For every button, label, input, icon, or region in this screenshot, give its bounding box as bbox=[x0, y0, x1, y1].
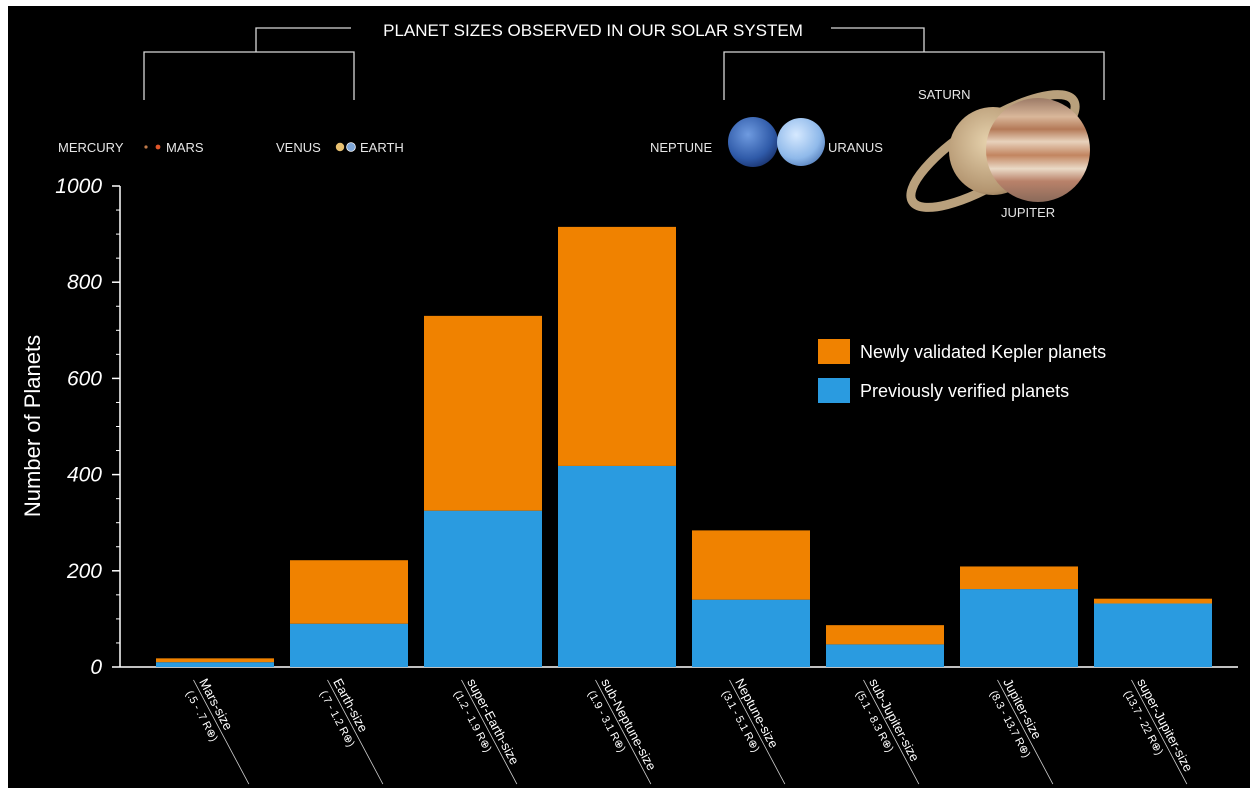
mars-label: MARS bbox=[166, 140, 204, 155]
x-category-label-group: Neptune-size(3.1 - 5.1 R⊕) bbox=[719, 676, 786, 785]
x-category-underline bbox=[997, 679, 1054, 785]
x-category-label-group: sub-Neptune-size(1.9 - 3.1 R⊕) bbox=[585, 676, 659, 785]
x-category-underline bbox=[1131, 679, 1188, 785]
chart-canvas: PLANET SIZES OBSERVED IN OUR SOLAR SYSTE… bbox=[8, 6, 1250, 788]
x-category-underline bbox=[595, 679, 652, 785]
venus-label: VENUS bbox=[276, 140, 321, 155]
bar-previously-verified bbox=[960, 589, 1078, 667]
bar-previously-verified bbox=[558, 465, 676, 667]
y-tick-label: 400 bbox=[67, 464, 102, 487]
y-ticks: 0 200 400 600 800 1000 bbox=[55, 175, 120, 679]
bar-previously-verified bbox=[1094, 603, 1212, 667]
legend-swatch-newly-validated bbox=[818, 339, 850, 364]
mars-icon bbox=[155, 144, 161, 150]
legend: Newly validated Kepler planets Previousl… bbox=[818, 339, 1106, 403]
y-tick-label: 0 bbox=[90, 656, 102, 679]
jupiter-label: JUPITER bbox=[1001, 205, 1055, 220]
uranus-icon bbox=[777, 118, 825, 166]
y-tick-label: 800 bbox=[67, 271, 102, 294]
bar-newly-validated bbox=[960, 566, 1078, 590]
mercury-icon bbox=[144, 145, 148, 149]
x-category-label-group: Mars-size(.5 - .7 R⊕) bbox=[183, 676, 250, 785]
bar-newly-validated bbox=[558, 226, 676, 466]
header-bracket bbox=[143, 27, 1105, 100]
earth-label: EARTH bbox=[360, 140, 404, 155]
bar-previously-verified bbox=[424, 510, 542, 667]
bars bbox=[156, 226, 1212, 667]
y-tick-label: 600 bbox=[67, 367, 102, 390]
earth-icon bbox=[346, 142, 356, 152]
uranus-label: URANUS bbox=[828, 140, 883, 155]
x-category-underline bbox=[461, 679, 518, 785]
x-category-label-group: super-Earth-size(1.2 - 1.9 R⊕) bbox=[451, 676, 522, 785]
x-category-underline bbox=[729, 679, 786, 785]
neptune-label: NEPTUNE bbox=[650, 140, 712, 155]
y-tick-label: 200 bbox=[66, 560, 102, 583]
saturn-label: SATURN bbox=[918, 87, 970, 102]
y-tick-label: 1000 bbox=[55, 175, 102, 198]
x-category-underline bbox=[863, 679, 920, 785]
jupiter-icon bbox=[986, 98, 1090, 202]
bar-previously-verified bbox=[290, 623, 408, 667]
neptune-icon bbox=[728, 117, 778, 167]
y-axis-label: Number of Planets bbox=[20, 335, 45, 517]
bar-previously-verified bbox=[156, 662, 274, 667]
bar-previously-verified bbox=[826, 644, 944, 667]
planet-size-chart: PLANET SIZES OBSERVED IN OUR SOLAR SYSTE… bbox=[20, 21, 1238, 785]
legend-newly-validated: Newly validated Kepler planets bbox=[860, 342, 1106, 362]
bar-newly-validated bbox=[156, 658, 274, 663]
x-category-label-group: sub-Jupiter-size(5.1 - 8.3 R⊕) bbox=[853, 676, 923, 785]
x-category-underline bbox=[193, 679, 250, 785]
bar-newly-validated bbox=[290, 560, 408, 624]
x-category-label-group: Jupiter-size(8.3 - 13.7 R⊕) bbox=[987, 676, 1054, 785]
bar-newly-validated bbox=[424, 315, 542, 511]
x-category-underline bbox=[327, 679, 384, 785]
x-category-label-group: super-Jupiter-size(13.7 - 22 R⊕) bbox=[1121, 676, 1196, 785]
x-category-label-group: Earth-size(.7 - 1.2 R⊕) bbox=[317, 676, 384, 785]
legend-swatch-previously-verified bbox=[818, 378, 850, 403]
mercury-label: MERCURY bbox=[58, 140, 124, 155]
header-title: PLANET SIZES OBSERVED IN OUR SOLAR SYSTE… bbox=[383, 21, 803, 40]
venus-icon bbox=[335, 142, 345, 152]
bar-newly-validated bbox=[1094, 598, 1212, 604]
bar-newly-validated bbox=[692, 530, 810, 600]
x-labels: Mars-size(.5 - .7 R⊕) Earth-size(.7 - 1.2… bbox=[183, 676, 1196, 785]
bar-newly-validated bbox=[826, 625, 944, 645]
legend-previously-verified: Previously verified planets bbox=[860, 381, 1069, 401]
bar-previously-verified bbox=[692, 599, 810, 667]
